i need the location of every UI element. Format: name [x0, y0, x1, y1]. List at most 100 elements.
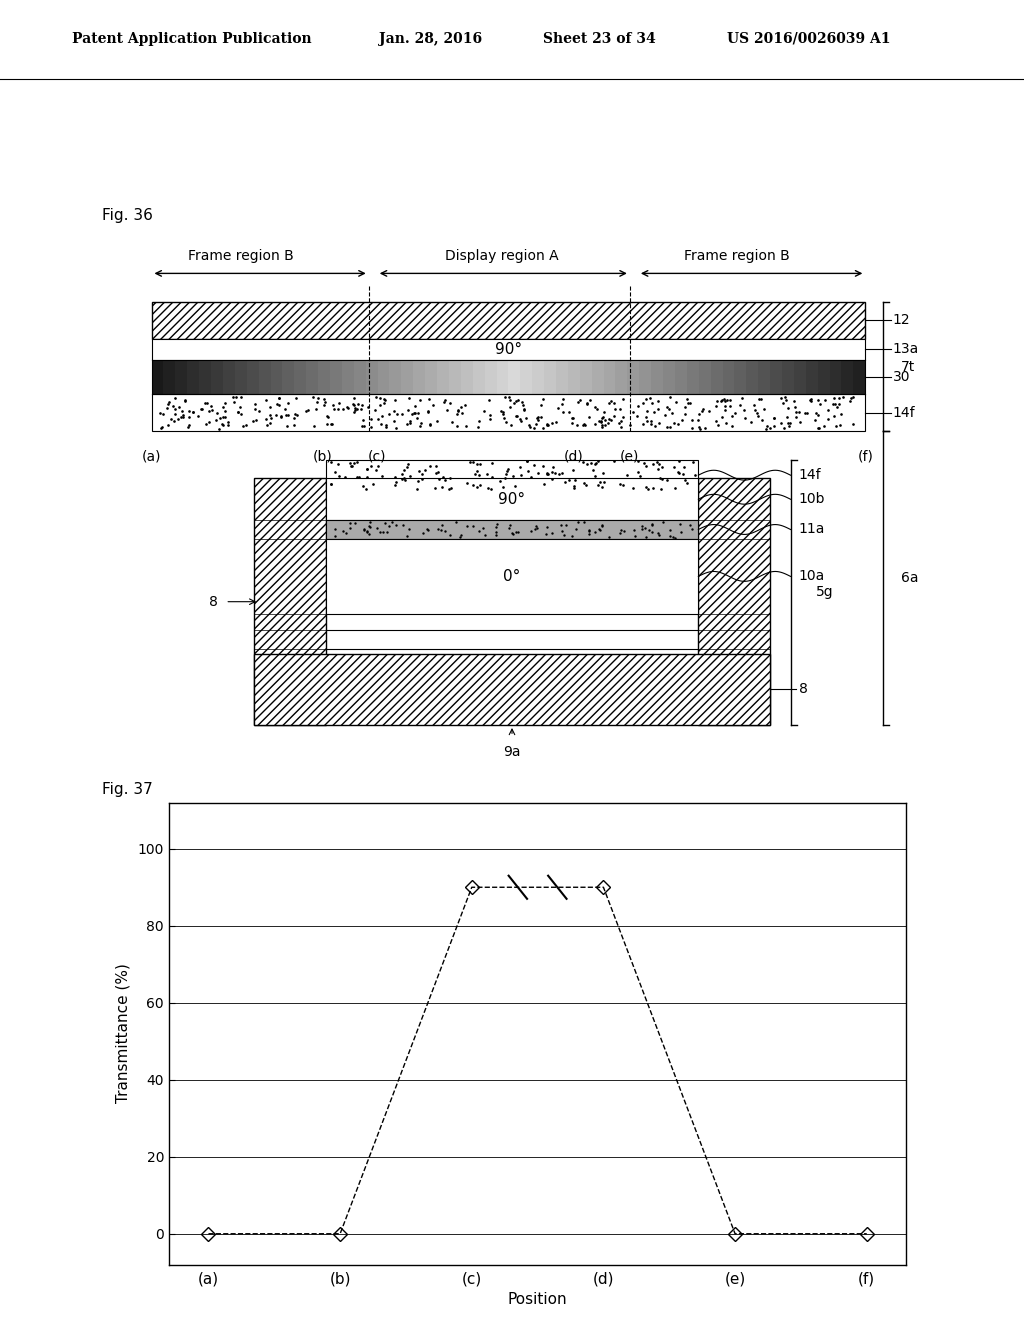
- Point: [308, 399, 325, 420]
- Bar: [532, 360, 544, 395]
- Bar: [247, 360, 259, 395]
- Point: [514, 395, 530, 416]
- Point: [578, 414, 594, 436]
- Point: [539, 463, 555, 484]
- Point: [776, 417, 793, 438]
- Point: [575, 414, 592, 436]
- Point: [372, 387, 388, 408]
- Point: [376, 388, 392, 409]
- Point: [676, 457, 692, 478]
- Point: [344, 455, 360, 477]
- Bar: [366, 360, 378, 395]
- Point: [201, 400, 217, 421]
- Point: [845, 387, 861, 408]
- Point: [591, 517, 607, 539]
- Point: [635, 392, 651, 413]
- Point: [166, 387, 182, 408]
- Point: [379, 521, 395, 543]
- Bar: [556, 360, 568, 395]
- Point: [469, 454, 485, 475]
- Point: [677, 396, 693, 417]
- Bar: [449, 360, 461, 395]
- Text: US 2016/0026039 A1: US 2016/0026039 A1: [727, 32, 891, 46]
- Point: [653, 457, 670, 478]
- Point: [437, 389, 454, 411]
- Point: [409, 408, 425, 429]
- Point: [588, 453, 604, 474]
- Point: [401, 411, 418, 432]
- Point: [640, 479, 656, 500]
- Point: [362, 455, 379, 477]
- Point: [346, 388, 362, 409]
- Point: [399, 453, 416, 474]
- Point: [540, 463, 556, 484]
- Point: [766, 408, 782, 429]
- Point: [449, 404, 465, 425]
- Bar: [378, 360, 389, 395]
- Bar: [164, 360, 175, 395]
- Bar: [723, 360, 734, 395]
- Point: [593, 412, 609, 433]
- Point: [662, 417, 678, 438]
- Point: [214, 414, 230, 436]
- Point: [162, 391, 178, 412]
- Point: [803, 391, 819, 412]
- Point: [346, 401, 362, 422]
- Point: [691, 416, 708, 437]
- Point: [625, 401, 641, 422]
- Point: [785, 391, 802, 412]
- Point: [614, 474, 631, 495]
- Point: [665, 527, 681, 548]
- Point: [273, 405, 290, 426]
- Point: [650, 399, 667, 420]
- Point: [495, 401, 511, 422]
- Point: [636, 453, 652, 474]
- Bar: [497, 360, 508, 395]
- Point: [465, 516, 481, 537]
- Point: [751, 388, 767, 409]
- Point: [170, 408, 186, 429]
- Point: [211, 418, 227, 440]
- Point: [828, 396, 845, 417]
- Point: [472, 454, 488, 475]
- Point: [483, 453, 500, 474]
- Point: [339, 396, 355, 417]
- Point: [353, 395, 370, 416]
- Point: [810, 389, 826, 411]
- Point: [502, 397, 518, 418]
- Point: [166, 403, 182, 424]
- Point: [675, 463, 691, 484]
- Point: [816, 414, 833, 436]
- Point: [594, 477, 610, 498]
- Point: [742, 411, 759, 432]
- Point: [232, 387, 249, 408]
- Point: [710, 414, 726, 436]
- Point: [226, 391, 243, 412]
- Point: [434, 515, 451, 536]
- Point: [509, 405, 525, 426]
- Point: [355, 409, 372, 430]
- Point: [306, 416, 323, 437]
- Point: [368, 459, 384, 480]
- Point: [160, 414, 176, 436]
- Point: [430, 469, 446, 490]
- Point: [565, 407, 582, 428]
- Point: [680, 392, 696, 413]
- Point: [433, 520, 450, 541]
- Point: [825, 405, 842, 426]
- Point: [230, 401, 247, 422]
- Bar: [211, 360, 223, 395]
- Point: [577, 511, 593, 532]
- Point: [454, 403, 470, 424]
- Point: [469, 417, 485, 438]
- Point: [410, 470, 426, 491]
- Point: [495, 477, 511, 498]
- Point: [365, 474, 381, 495]
- Point: [627, 525, 643, 546]
- Point: [614, 388, 631, 409]
- Point: [325, 395, 341, 416]
- Bar: [687, 360, 698, 395]
- Point: [568, 519, 585, 540]
- Point: [349, 467, 366, 488]
- Point: [370, 408, 386, 429]
